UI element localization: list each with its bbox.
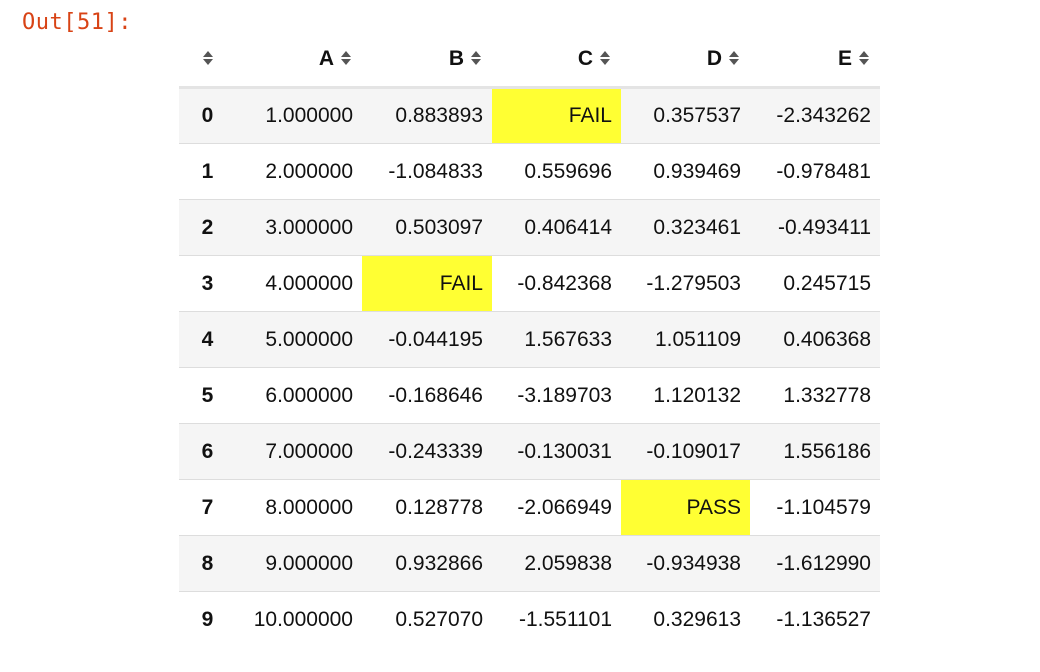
table-cell: -1.551101 [518,607,612,631]
column-header-label: C [577,47,593,70]
table-cell: 8.000000 [265,495,353,519]
table-row: 8 9.000000 0.932866 2.059838 -0.934938 -1.612… [179,535,880,592]
column-header-e[interactable]: E [750,32,880,89]
table-header: A B C D E [179,32,880,89]
highlighted-cell: FAIL [362,255,492,312]
table-cell: 0.245715 [783,271,871,295]
column-header-b[interactable]: B [362,32,492,89]
table-cell: 6.000000 [265,383,353,407]
table-cell: -3.189703 [517,383,612,407]
table-cell: -0.168646 [388,383,483,407]
output-prompt: Out[51]: [22,10,132,35]
table-row: 5 6.000000 -0.168646 -3.189703 1.120132 1.332… [179,367,880,424]
table-cell: 3.000000 [265,215,353,239]
table-body: 0 1.000000 0.883893 FAIL 0.357537 -2.343262 1 2… [179,87,880,648]
table-cell: -1.279503 [646,271,741,295]
highlighted-cell: PASS [621,479,750,536]
table-cell: 0.128778 [395,495,483,519]
dataframe-output: A B C D E 0 1.000000 0.883893 FAIL 0.357537 -… [179,32,880,648]
table-cell: -1.104579 [776,495,871,519]
table-cell: -0.978481 [776,159,871,183]
highlighted-cell: FAIL [492,87,621,144]
table-cell: 0.406368 [783,327,871,351]
table-cell: 0.939469 [653,159,741,183]
index-column-header[interactable] [179,32,236,89]
row-index: 5 [201,383,214,407]
row-index: 2 [201,215,214,239]
table-cell: -1.136527 [776,607,871,631]
table-cell: 7.000000 [265,439,353,463]
table-cell: 10.000000 [253,607,353,631]
table-row: 9 10.000000 0.527070 -1.551101 0.329613 -1.13… [179,591,880,648]
table-cell: 0.406414 [524,215,612,239]
column-header-a[interactable]: A [236,32,362,89]
table-cell: -1.084833 [388,159,483,183]
table-cell: -1.612990 [776,551,871,575]
table-cell: -2.066949 [517,495,612,519]
table-row: 4 5.000000 -0.044195 1.567633 1.051109 0.4063… [179,311,880,368]
sort-arrows-icon[interactable] [599,50,611,66]
table-cell: -0.044195 [388,327,483,351]
table-cell: -2.343262 [776,104,871,127]
table-cell: 0.323461 [653,215,741,239]
table-row: 3 4.000000 FAIL -0.842368 -1.279503 0.245715 [179,255,880,312]
row-index: 7 [201,495,214,519]
table-row: 6 7.000000 -0.243339 -0.130031 -0.109017 1.55… [179,423,880,480]
table-cell: 1.556186 [783,439,871,463]
sort-arrows-icon[interactable] [470,50,482,66]
sort-arrows-icon[interactable] [728,50,740,66]
table-cell: -0.493411 [777,215,871,239]
table-cell: 0.559696 [524,159,612,183]
column-header-label: B [448,47,464,70]
row-index: 9 [201,607,214,631]
dataframe-table: A B C D E 0 1.000000 0.883893 FAIL 0.357537 -… [179,32,880,648]
column-header-c[interactable]: C [492,32,621,89]
table-cell: -0.243339 [388,439,483,463]
table-cell: 9.000000 [265,551,353,575]
table-cell: 4.000000 [265,271,353,295]
row-index: 0 [201,104,214,127]
table-cell: 0.932866 [395,551,483,575]
column-header-label: D [706,47,722,70]
table-cell: -0.934938 [646,551,741,575]
row-index: 8 [201,551,214,575]
table-cell: 0.527070 [395,607,483,631]
sort-arrows-icon[interactable] [858,50,870,66]
table-cell: 1.051109 [654,327,741,351]
table-row: 7 8.000000 0.128778 -2.066949 PASS -1.104579 [179,479,880,536]
table-cell: 5.000000 [265,327,353,351]
table-cell: 1.567633 [524,327,612,351]
row-index: 6 [201,439,214,463]
table-cell: -0.130031 [517,439,612,463]
table-cell: 1.120132 [653,383,741,407]
row-index: 3 [201,271,214,295]
row-index: 4 [201,327,214,351]
table-row: 2 3.000000 0.503097 0.406414 0.323461 -0.4934… [179,199,880,256]
table-cell: 2.059838 [524,551,612,575]
table-cell: 1.332778 [783,383,871,407]
table-cell: 0.883893 [395,104,483,127]
column-header-d[interactable]: D [621,32,750,89]
table-cell: 1.000000 [265,104,353,127]
table-cell: -0.109017 [646,439,741,463]
table-cell: 0.503097 [395,215,483,239]
table-row: 0 1.000000 0.883893 FAIL 0.357537 -2.343262 [179,87,880,144]
column-header-label: A [318,47,334,70]
table-cell: -0.842368 [517,271,612,295]
row-index: 1 [201,159,214,183]
column-header-label: E [837,47,852,70]
header-row: A B C D E [179,32,880,89]
sort-arrows-icon[interactable] [202,50,214,66]
table-row: 1 2.000000 -1.084833 0.559696 0.939469 -0.978… [179,143,880,200]
sort-arrows-icon[interactable] [340,50,352,66]
table-cell: 2.000000 [265,159,353,183]
table-cell: 0.329613 [653,607,741,631]
table-cell: 0.357537 [653,104,741,127]
